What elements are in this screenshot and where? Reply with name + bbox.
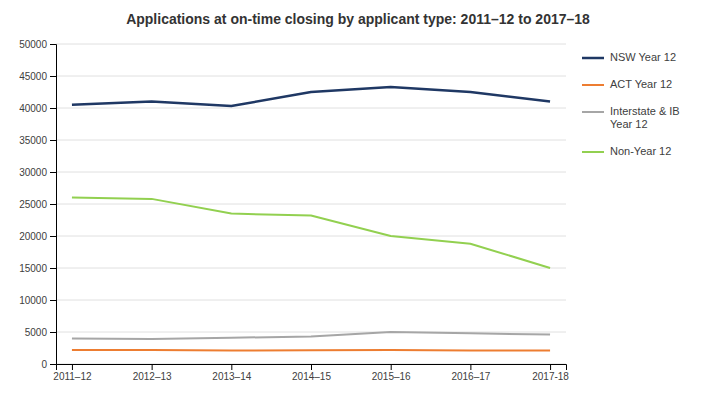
x-tick-label: 2015–16 <box>372 371 411 382</box>
x-tick-label: 2014–15 <box>292 371 331 382</box>
y-tick: 30000 <box>19 167 56 178</box>
x-tick-label: 2013–14 <box>212 371 251 382</box>
x-tick-mark <box>72 364 73 370</box>
series-line <box>72 332 550 339</box>
y-tick-label: 35000 <box>19 135 47 146</box>
series-lines <box>72 87 550 351</box>
series-line <box>72 198 550 268</box>
y-tick: 25000 <box>19 199 56 210</box>
x-tick-label: 2011–12 <box>53 371 92 382</box>
y-tick-label: 30000 <box>19 167 47 178</box>
legend-label-line: Interstate & IB <box>610 105 680 117</box>
x-tick: 2013–14 <box>212 364 251 382</box>
legend-item: Interstate & IBYear 12 <box>582 105 680 130</box>
y-tick-mark <box>50 332 56 333</box>
legend-swatch <box>582 84 604 86</box>
legend-label-line: Year 12 <box>610 118 648 130</box>
legend-item: Non-Year 12 <box>582 145 671 157</box>
y-axis-line <box>50 45 57 365</box>
y-tick-label: 20000 <box>19 231 47 242</box>
y-tick-mark <box>50 236 56 237</box>
grid-line <box>56 172 566 173</box>
x-tick: 2017-18 <box>532 364 569 382</box>
y-tick-mark <box>50 140 56 141</box>
y-tick-label: 45000 <box>19 71 47 82</box>
x-tick-mark <box>391 364 392 370</box>
y-tick-mark <box>50 108 56 109</box>
y-tick-mark <box>50 300 56 301</box>
chart: Applications at on-time closing by appli… <box>0 0 716 398</box>
y-tick: 40000 <box>19 103 56 114</box>
legend-label-line: NSW Year 12 <box>610 51 676 63</box>
y-tick-label: 0 <box>41 359 47 370</box>
grid-line <box>56 236 566 237</box>
y-tick-mark <box>50 172 56 173</box>
y-tick: 5000 <box>25 327 56 338</box>
y-tick-mark <box>50 76 56 77</box>
x-tick-mark <box>152 364 153 370</box>
series-line <box>72 349 550 352</box>
y-tick: 35000 <box>19 135 56 146</box>
grid-line <box>56 140 566 141</box>
grid-line <box>56 76 566 77</box>
y-tick-label: 10000 <box>19 295 47 306</box>
x-tick-mark <box>231 364 232 370</box>
grid-line <box>56 268 566 269</box>
grid-line <box>56 300 566 301</box>
x-tick-label: 2012–13 <box>133 371 172 382</box>
y-tick: 0 <box>41 359 56 370</box>
y-tick-label: 15000 <box>19 263 47 274</box>
grid <box>56 44 566 364</box>
x-tick: 2012–13 <box>133 364 172 382</box>
x-tick-mark <box>470 364 471 370</box>
y-tick-mark <box>50 268 56 269</box>
x-axis-line <box>57 365 567 371</box>
y-tick-label: 40000 <box>19 103 47 114</box>
legend: NSW Year 12 ACT Year 12 Interstate & IBYea… <box>582 51 680 157</box>
x-tick: 2015–16 <box>372 364 411 382</box>
y-tick: 10000 <box>19 295 56 306</box>
x-axis: 2011–12 2012–13 2013–14 2014–15 2015–16 2016–… <box>53 364 569 382</box>
series-line <box>72 87 550 106</box>
x-tick: 2014–15 <box>292 364 331 382</box>
legend-label: Interstate & IBYear 12 <box>610 105 680 130</box>
legend-item: NSW Year 12 <box>582 51 676 63</box>
legend-swatch <box>582 151 604 153</box>
grid-line <box>56 332 566 333</box>
legend-label-line: Non-Year 12 <box>610 145 671 157</box>
y-tick-mark <box>50 204 56 205</box>
y-tick-label: 25000 <box>19 199 47 210</box>
title: Applications at on-time closing by appli… <box>126 11 590 27</box>
y-tick-label: 5000 <box>25 327 48 338</box>
x-tick-label: 2016–17 <box>451 371 490 382</box>
legend-swatch <box>582 111 604 113</box>
legend-label-line: ACT Year 12 <box>610 78 672 90</box>
y-tick: 15000 <box>19 263 56 274</box>
y-tick-mark <box>50 44 56 45</box>
y-axis: 0 5000 10000 15000 20000 25000 30000 35000 40000… <box>19 39 56 370</box>
y-tick-label: 50000 <box>19 39 47 50</box>
grid-line <box>56 204 566 205</box>
y-tick: 45000 <box>19 71 56 82</box>
x-tick-label: 2017-18 <box>532 371 569 382</box>
x-tick: 2011–12 <box>53 364 92 382</box>
x-tick-mark <box>550 364 551 370</box>
legend-label: ACT Year 12 <box>610 78 672 90</box>
plot: 0 5000 10000 15000 20000 25000 30000 35000 40000… <box>19 39 569 382</box>
y-tick-mark <box>50 364 56 365</box>
grid-line <box>56 44 566 45</box>
x-tick: 2016–17 <box>451 364 490 382</box>
y-tick: 20000 <box>19 231 56 242</box>
legend-label: Non-Year 12 <box>610 145 671 157</box>
grid-line <box>56 108 566 109</box>
legend-item: ACT Year 12 <box>582 78 672 90</box>
legend-label: NSW Year 12 <box>610 51 676 63</box>
x-tick-mark <box>311 364 312 370</box>
y-tick: 50000 <box>19 39 56 50</box>
legend-swatch <box>582 57 604 60</box>
